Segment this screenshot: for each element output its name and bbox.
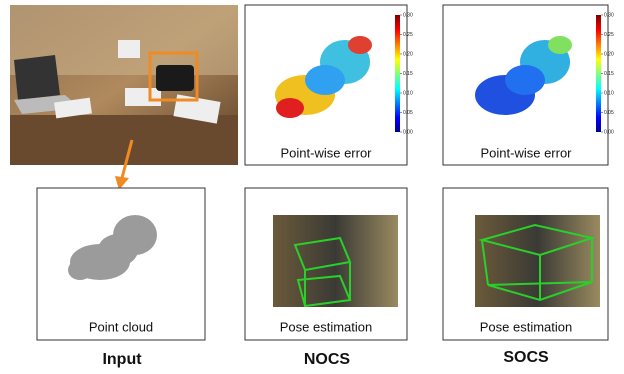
colorbar-tick-label: 0.10: [604, 90, 614, 96]
colorbar-tick-label: 0.25: [604, 32, 614, 38]
input-photo: [10, 5, 238, 190]
pose-image: [475, 215, 600, 307]
colorbar-tick-label: 0.30: [403, 12, 413, 18]
column-label: SOCS: [503, 349, 549, 366]
pose-image: [273, 215, 398, 307]
caption: Point-wise error: [280, 145, 372, 160]
colorbar-tick-label: 0.05: [604, 110, 614, 116]
colorbar-tick-label: 0.15: [604, 71, 614, 77]
pose-box: [478, 223, 596, 302]
caption: Pose estimation: [480, 319, 573, 334]
colorbar-tick-label: 0.30: [604, 12, 614, 18]
colorbar-tick-label: 0.25: [403, 32, 413, 38]
pose-box: [293, 236, 352, 308]
column-label: Input: [102, 351, 142, 368]
point-cloud: [68, 215, 157, 280]
error-cloud: [275, 36, 372, 118]
colorbar-tick-label: 0.20: [604, 51, 614, 57]
column-label: NOCS: [304, 351, 351, 368]
caption: Point-wise error: [480, 145, 572, 160]
colorbar-tick-label: 0.05: [403, 110, 413, 116]
colorbar: [395, 15, 400, 132]
caption: Pose estimation: [280, 319, 373, 334]
colorbar-tick-label: 0.10: [403, 90, 413, 96]
colorbar-tick-label: 0.00: [604, 129, 614, 135]
caption: Point cloud: [89, 319, 153, 334]
colorbar: [596, 15, 601, 132]
colorbar-tick-label: 0.00: [403, 129, 413, 135]
colorbar-tick-label: 0.15: [403, 71, 413, 77]
colorbar-tick-label: 0.20: [403, 51, 413, 57]
error-cloud: [475, 36, 572, 115]
